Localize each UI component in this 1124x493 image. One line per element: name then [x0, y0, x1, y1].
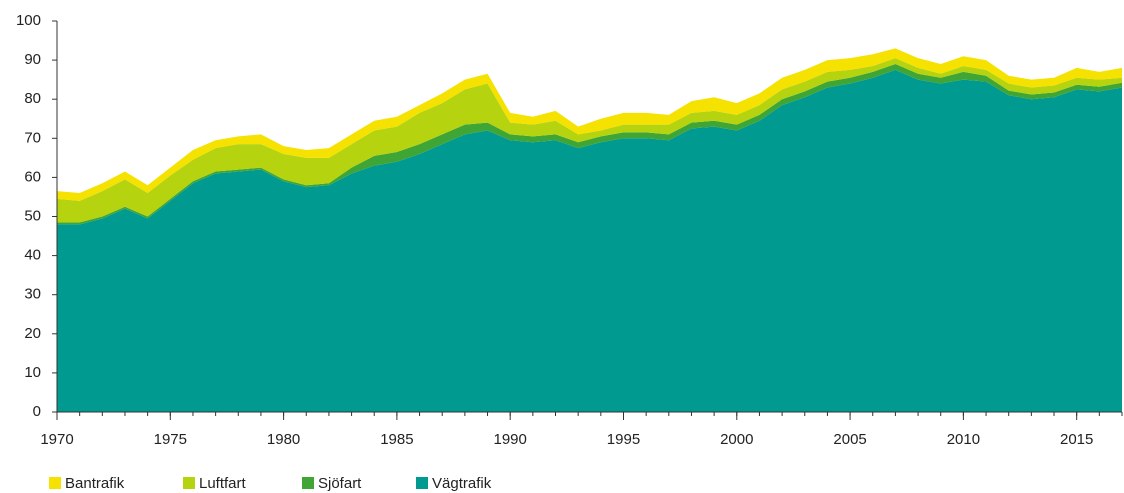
x-tick-label: 1990 [494, 431, 527, 448]
legend-swatch [49, 477, 61, 489]
y-tick-label: 10 [24, 364, 41, 381]
legend-label: Luftfart [199, 475, 247, 492]
legend-label: Vägtrafik [432, 475, 492, 492]
legend-swatch [416, 477, 428, 489]
area [57, 69, 1122, 412]
area [57, 48, 1122, 201]
legend-label: Bantrafik [65, 475, 125, 492]
x-tick-label: 1985 [380, 431, 413, 448]
y-tick-label: 70 [24, 129, 41, 146]
y-tick-label: 100 [16, 12, 41, 29]
x-tick-label: 1980 [267, 431, 300, 448]
y-tick-label: 30 [24, 286, 41, 303]
area [57, 64, 1122, 225]
legend-label: Sjöfart [318, 475, 362, 492]
x-tick-label: 1970 [40, 431, 73, 448]
legend-swatch [302, 477, 314, 489]
y-tick-label: 50 [24, 207, 41, 224]
y-tick-label: 60 [24, 168, 41, 185]
x-tick-label: 1975 [154, 431, 187, 448]
x-tick-label: 1995 [607, 431, 640, 448]
x-tick-label: 2005 [833, 431, 866, 448]
y-tick-label: 80 [24, 90, 41, 107]
legend-swatch [183, 477, 195, 489]
y-tick-label: 0 [33, 403, 41, 420]
y-tick-label: 40 [24, 247, 41, 264]
x-tick-label: 2015 [1060, 431, 1093, 448]
y-tick-label: 20 [24, 325, 41, 342]
y-tick-label: 90 [24, 51, 41, 68]
x-tick-label: 2000 [720, 431, 753, 448]
area [57, 58, 1122, 223]
x-tick-label: 2010 [947, 431, 980, 448]
